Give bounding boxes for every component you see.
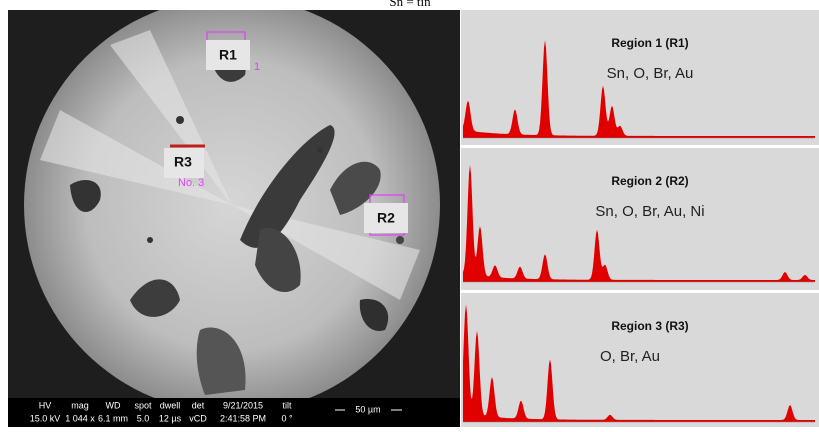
spectrum-elements: O, Br, Au [600,348,660,365]
region-label: R3 [174,154,192,170]
info-label: mag [71,400,89,410]
spectrum-title: Region 2 (R2) [611,174,688,188]
scale-bar-label: 50 µm [355,404,380,414]
spectra: Region 1 (R1) Sn, O, Br, Au Region 2 (R2) S… [461,10,819,427]
info-value: 6.1 mm [98,413,128,423]
info-value: 1 044 x [65,413,95,423]
info-value: 5.0 [137,413,150,423]
spectrum-title: Region 1 (R1) [611,36,688,50]
spectrum-elements: Sn, O, Br, Au, Ni [595,203,704,220]
region-label: R1 [219,47,237,63]
caption: Sn = tin [389,0,431,9]
info-label: HV [39,400,52,410]
figure: Sn = tin R1 R2 R3 No. 3 1 HV 15.0 kV mag 1 … [0,0,819,427]
region-label: R2 [377,210,395,226]
annotation: No. 3 [178,177,204,189]
info-value: 2:41:58 PM [220,413,266,423]
info-value: vCD [189,413,207,423]
info-value: 0 ° [281,413,293,423]
info-value: 12 µs [159,413,182,423]
info-label: 9/21/2015 [223,400,263,410]
info-label: tilt [283,400,292,410]
spectrum-elements: Sn, O, Br, Au [607,65,694,82]
info-label: det [192,400,205,410]
spectrum-title: Region 3 (R3) [611,319,688,333]
annotation: 1 [254,61,260,73]
info-label: spot [134,400,152,410]
info-label: dwell [160,400,181,410]
info-label: WD [106,400,121,410]
info-value: 15.0 kV [30,413,61,423]
